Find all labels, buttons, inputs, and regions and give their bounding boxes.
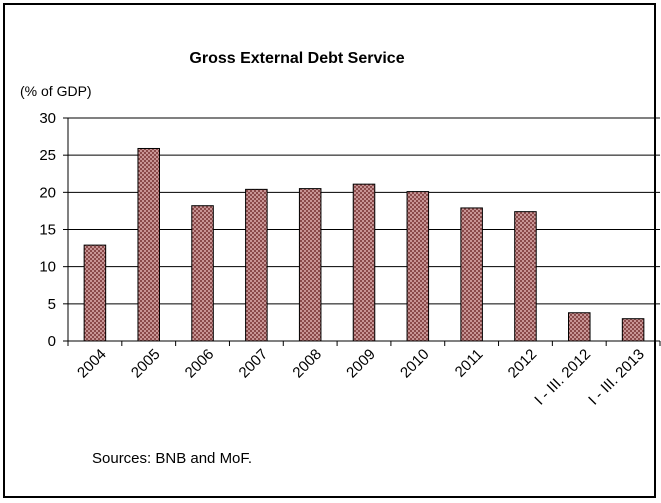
bar [460,207,483,342]
chart-frame [3,3,656,498]
y-tick-label: 0 [48,333,56,350]
bar [406,191,430,342]
y-unit-label: (% of GDP) [20,83,92,99]
y-tick-label: 25 [39,147,56,164]
x-tick-label: 2011 [452,346,487,381]
bar [137,147,160,342]
x-tick-label: 2006 [182,346,218,382]
x-tick-label: 2008 [289,346,325,382]
x-tick-label: 2009 [343,346,379,382]
axes [63,117,661,346]
x-tick-label: 2012 [505,346,541,382]
bar [352,183,376,342]
bars [83,147,645,342]
x-tick-label: 2010 [397,346,433,382]
bar [514,211,537,342]
y-tick-label: 10 [39,259,56,276]
y-tick-labels: 0 5 10 15 20 25 30 [39,110,56,350]
gridlines [68,117,660,305]
x-tick-label: 2007 [236,346,272,382]
x-tick-label: I - III. 2012 [531,346,594,409]
bar [83,244,107,342]
bar [621,318,645,342]
chart-title: Gross External Debt Service [189,50,404,67]
bar [245,188,268,342]
y-tick-label: 30 [39,110,56,127]
source-note: Sources: BNB and MoF. [92,450,252,467]
y-tick-label: 5 [48,296,56,313]
x-tick-label: 2004 [74,346,110,382]
bar [298,188,322,342]
x-tick-label: I - III. 2013 [585,346,648,409]
y-tick-label: 15 [39,222,56,239]
x-tick-label: 2005 [128,346,164,382]
y-tick-label: 20 [39,184,56,201]
bar [568,312,591,342]
bar [191,205,214,342]
